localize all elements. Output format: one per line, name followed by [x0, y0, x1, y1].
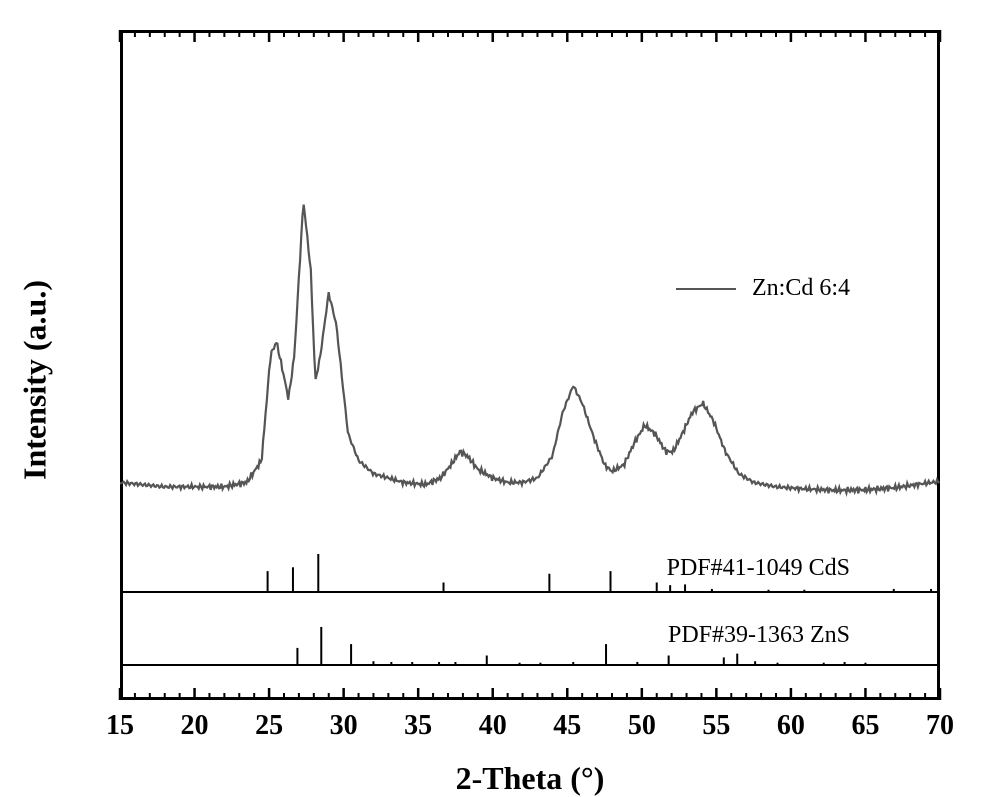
xtick-label: 30 [330, 710, 358, 742]
reference-label: PDF#41-1049 CdS [667, 555, 850, 582]
xtick-label: 25 [255, 710, 283, 742]
plot-svg [0, 0, 1000, 791]
xtick-label: 60 [777, 710, 805, 742]
xrd-curve [120, 205, 939, 494]
xtick-label: 15 [106, 710, 134, 742]
xtick-label: 55 [702, 710, 730, 742]
reference-label: PDF#39-1363 ZnS [668, 622, 850, 649]
xtick-label: 35 [404, 710, 432, 742]
xrd-figure: Intensity (a.u.) 2-Theta (°) Zn:Cd 6:4 1… [0, 0, 1000, 791]
xtick-label: 45 [553, 710, 581, 742]
xtick-label: 50 [628, 710, 656, 742]
xtick-label: 70 [926, 710, 954, 742]
xtick-label: 20 [181, 710, 209, 742]
xtick-label: 40 [479, 710, 507, 742]
xtick-label: 65 [851, 710, 879, 742]
